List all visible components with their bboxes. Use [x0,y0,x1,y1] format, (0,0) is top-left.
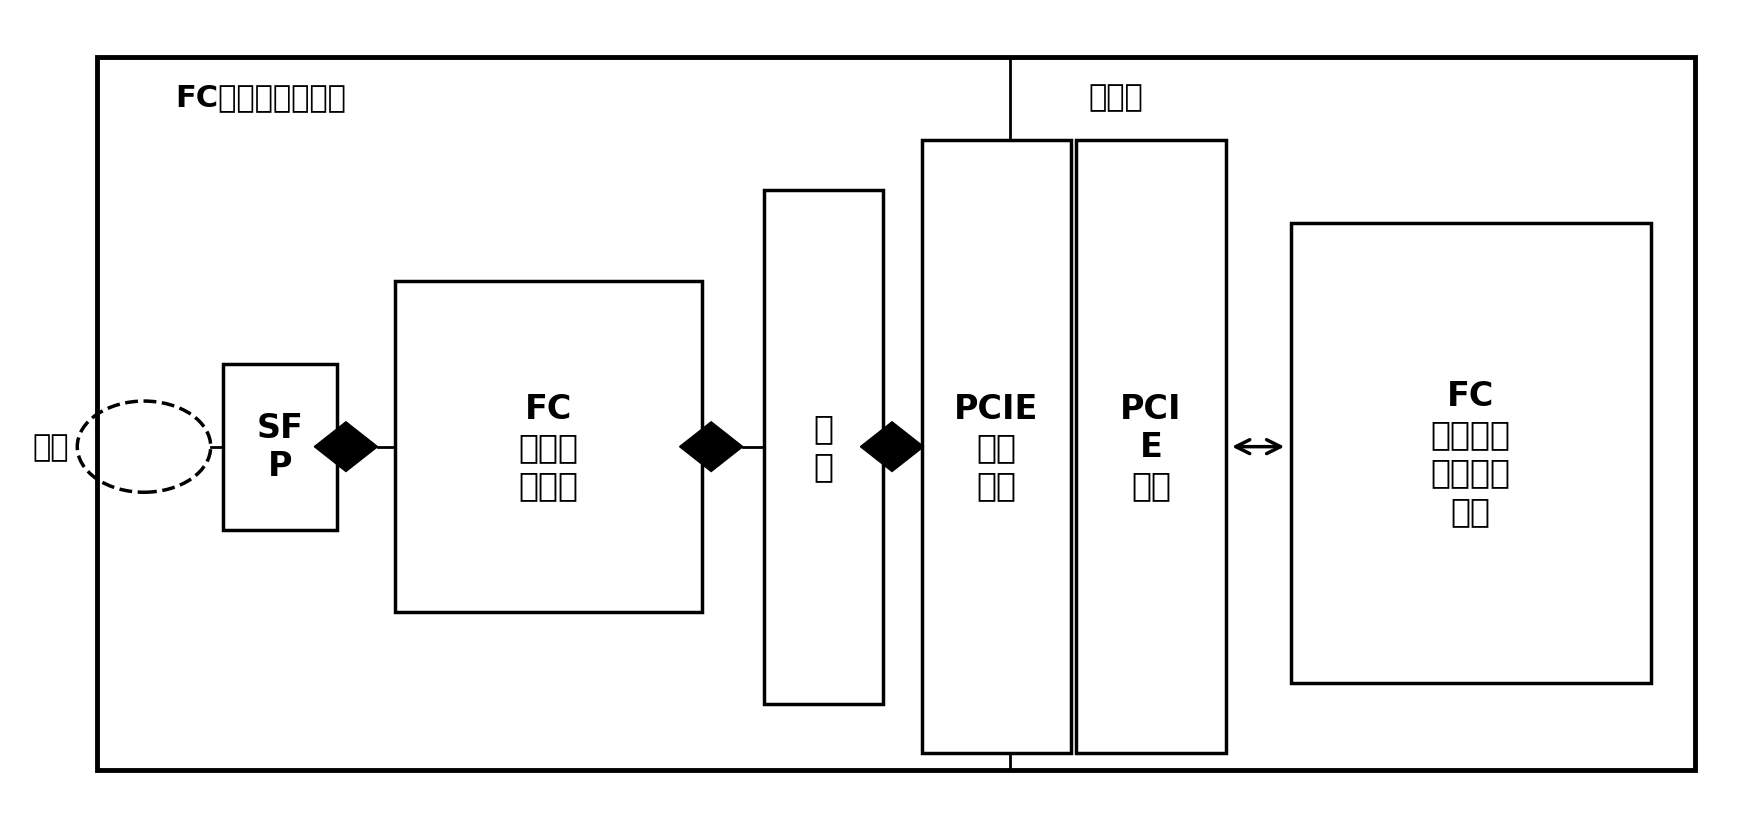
Text: 计算机: 计算机 [1088,83,1143,112]
Text: 光纤: 光纤 [32,433,68,461]
Polygon shape [314,422,377,472]
Text: FC
网络数据
仿真系统
软件: FC 网络数据 仿真系统 软件 [1430,379,1509,527]
Polygon shape [860,422,923,472]
Text: PCIE
管理
模块: PCIE 管理 模块 [953,392,1039,502]
Text: FC
数据处
理模块: FC 数据处 理模块 [518,392,579,502]
Text: SF
P: SF P [256,412,304,483]
Polygon shape [679,422,742,472]
Bar [763,190,883,704]
Bar [921,141,1071,753]
Text: 缓
存: 缓 存 [813,412,834,483]
Bar [1076,141,1225,753]
Bar [395,282,702,613]
Bar [97,58,1694,770]
Text: FC网络数据仿真卡: FC网络数据仿真卡 [176,83,346,112]
Bar [1290,224,1650,683]
Bar [223,364,337,530]
Text: PCI
E
驱动: PCI E 驱动 [1120,392,1181,502]
